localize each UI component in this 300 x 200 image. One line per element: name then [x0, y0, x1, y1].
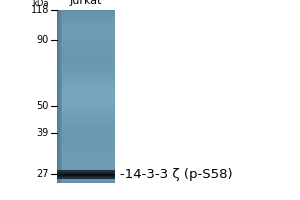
Text: -14-3-3 ζ (p-S58): -14-3-3 ζ (p-S58) — [120, 168, 232, 181]
Text: 118: 118 — [31, 5, 49, 15]
Text: Jurkat: Jurkat — [70, 0, 102, 6]
Text: 50: 50 — [37, 101, 49, 111]
Text: 90: 90 — [37, 35, 49, 45]
Text: 27: 27 — [37, 169, 49, 179]
Text: kDa: kDa — [32, 0, 49, 7]
Text: 39: 39 — [37, 128, 49, 138]
